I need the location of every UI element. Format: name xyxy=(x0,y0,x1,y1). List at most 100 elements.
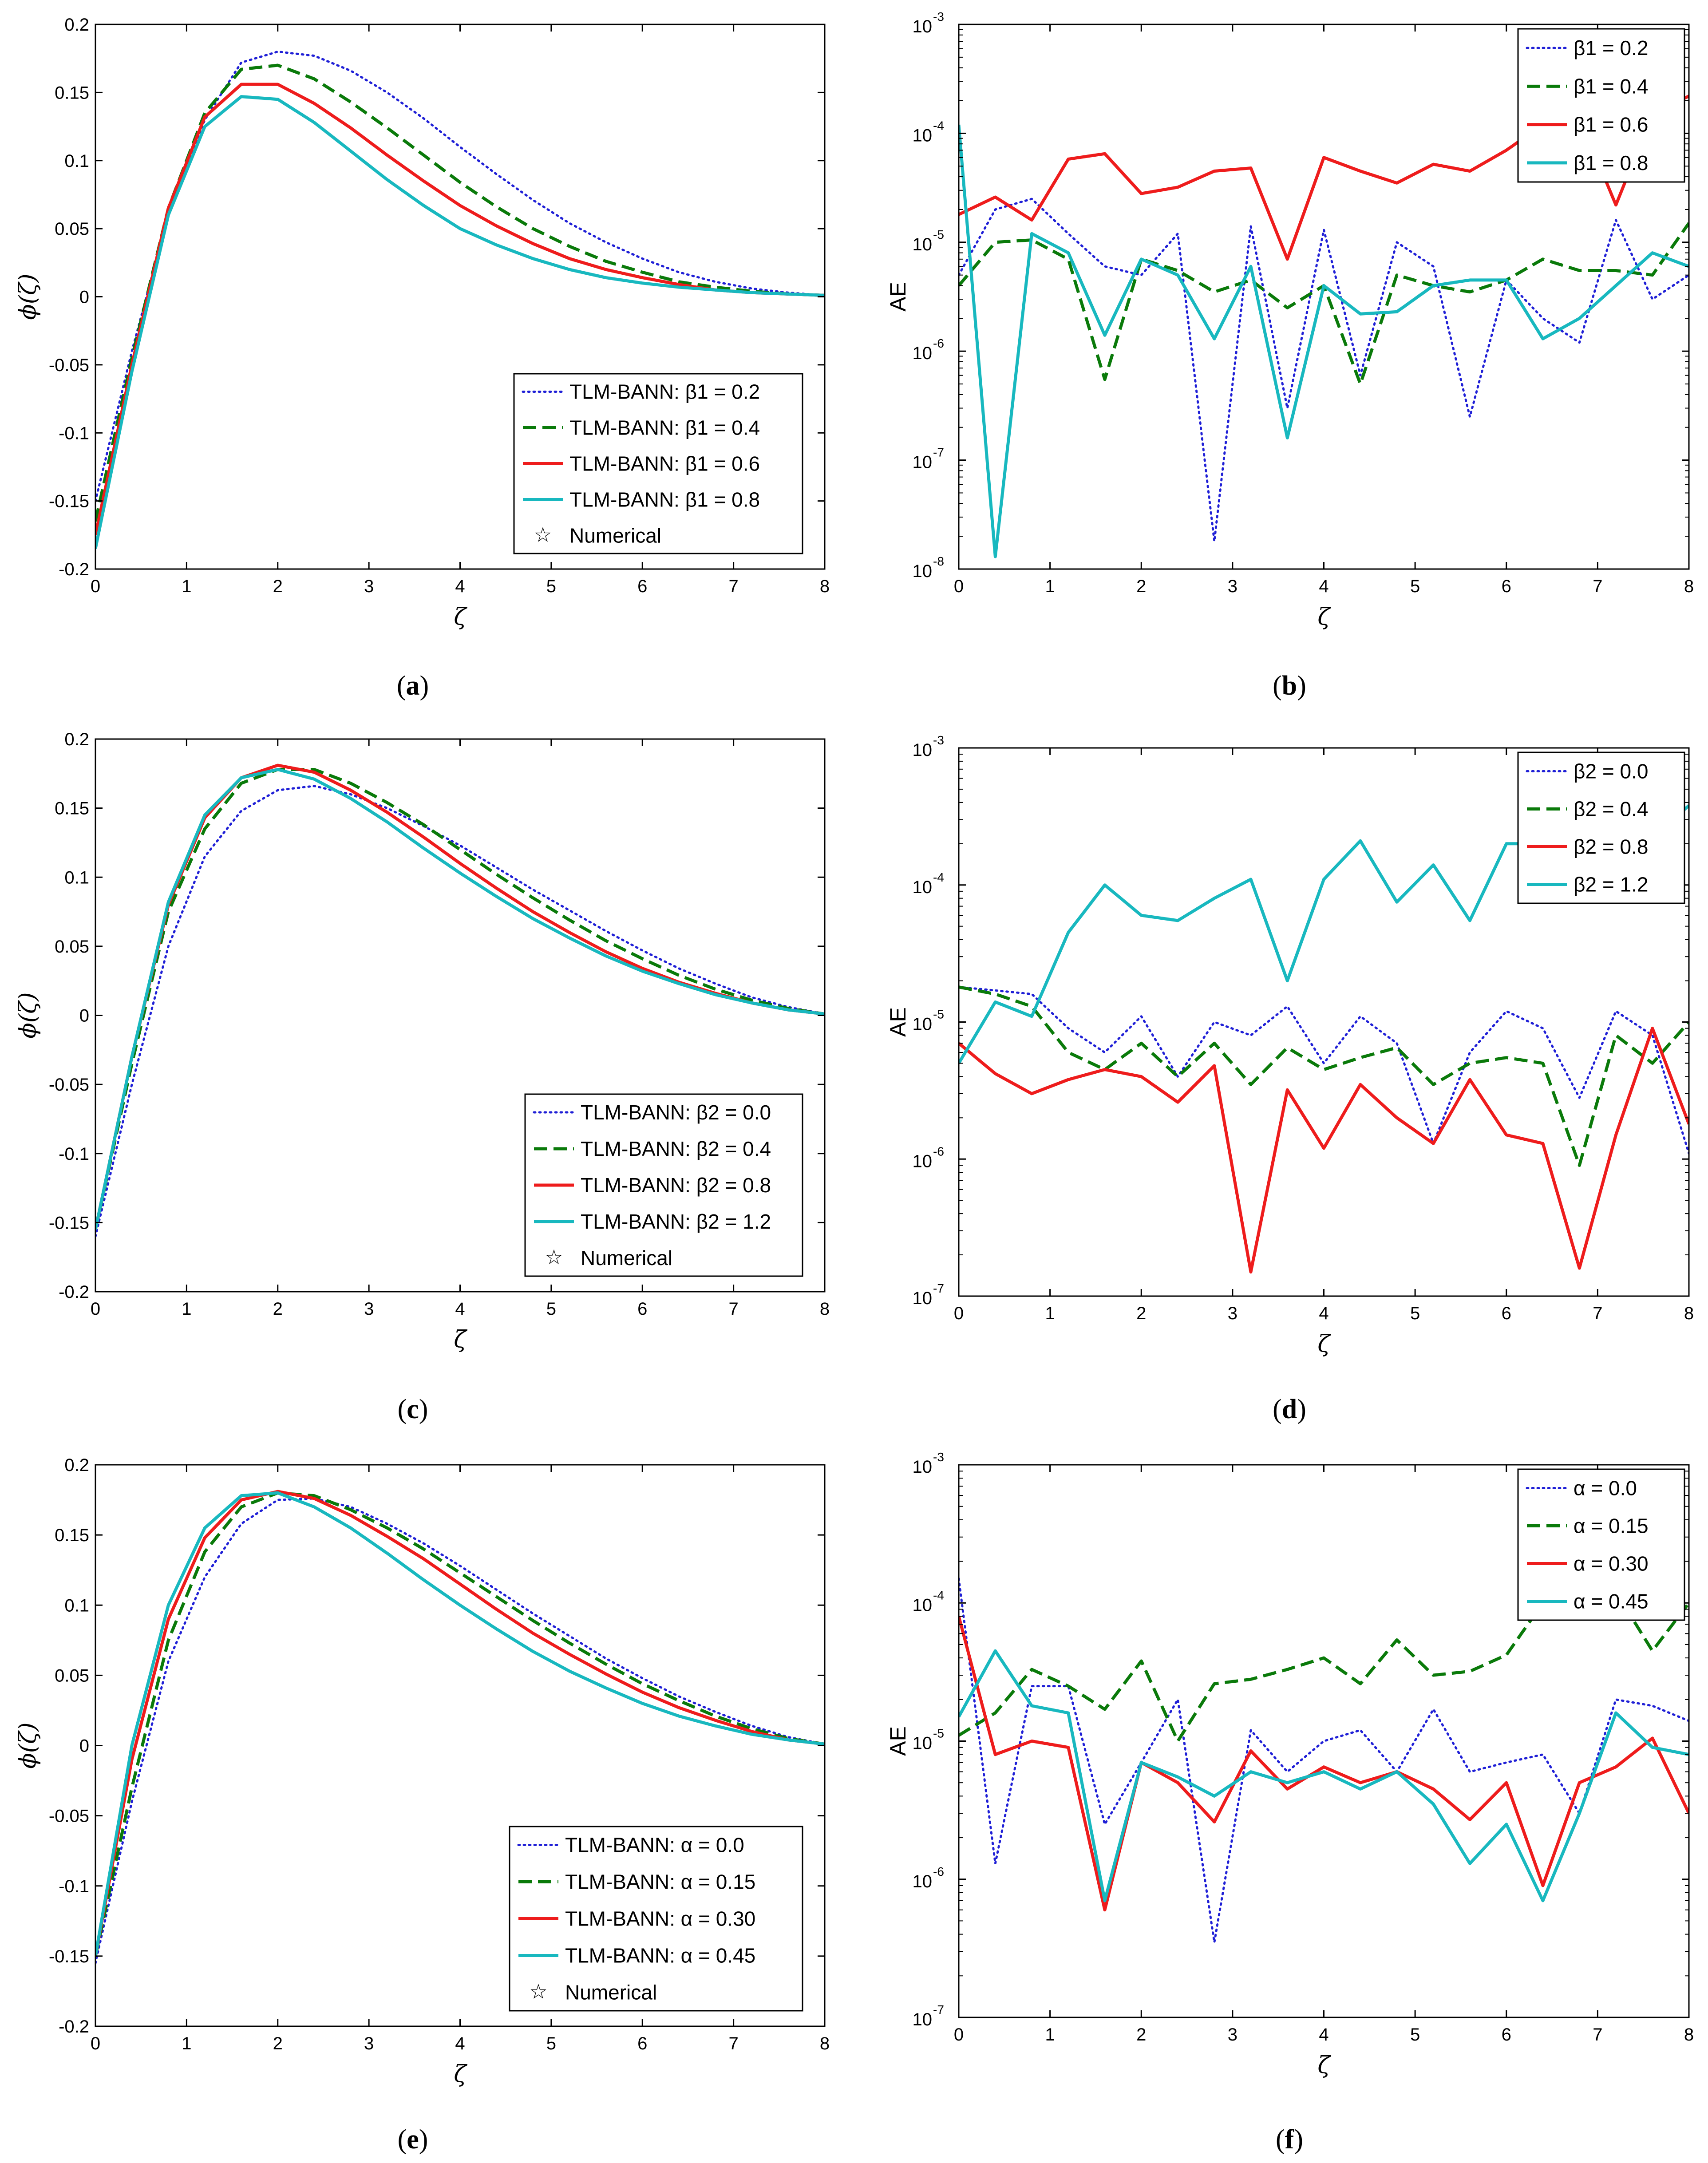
caption-close-paren: ) xyxy=(419,1394,428,1424)
y-tick-label: -0.15 xyxy=(49,1213,89,1233)
y-tick-label: 10 xyxy=(913,1872,933,1891)
x-axis-label: ζ xyxy=(454,2061,467,2088)
caption-letter: c xyxy=(407,1394,419,1424)
x-tick-label: 2 xyxy=(1136,2025,1146,2044)
legend-label: β1 = 0.6 xyxy=(1574,113,1648,136)
legend: α = 0.0 α = 0.15 α = 0.30 α = 0.45 xyxy=(1517,1468,1685,1621)
x-tick-label: 4 xyxy=(1319,577,1328,596)
y-axis-label: AE xyxy=(886,282,910,312)
x-tick-label: 0 xyxy=(91,1299,100,1319)
y-tick-label: -0.2 xyxy=(59,2017,89,2036)
x-tick-label: 7 xyxy=(1593,577,1602,596)
legend-box xyxy=(1517,1468,1685,1621)
series-line-1 xyxy=(95,1497,825,1965)
y-axis-label: ϕ(ζ) xyxy=(15,992,41,1038)
x-tick-label: 4 xyxy=(455,577,465,596)
legend-label: TLM-BANN: β1 = 0.6 xyxy=(569,452,760,475)
legend: TLM-BANN: α = 0.0 TLM-BANN: α = 0.15 TLM-B… xyxy=(509,1826,803,2012)
legend-label: TLM-BANN: α = 0.30 xyxy=(565,1907,755,1930)
y-tick-exponent: -5 xyxy=(933,1008,944,1021)
series-line-1 xyxy=(959,986,1689,1155)
legend-label: TLM-BANN: α = 0.15 xyxy=(565,1870,755,1894)
y-tick-label: 10 xyxy=(913,1289,933,1308)
legend-label: β1 = 0.8 xyxy=(1574,151,1648,174)
x-tick-label: 6 xyxy=(1502,577,1511,596)
y-tick-label: 10 xyxy=(913,1734,933,1753)
x-tick-label: 8 xyxy=(820,1299,830,1319)
panel-b: 0 1 2 3 4 5 6 7 810-810-710-610-510-410-3 ζ AE β… xyxy=(886,10,1694,701)
x-tick-label: 1 xyxy=(1045,2025,1055,2044)
x-axis-label: ζ xyxy=(1317,1331,1331,1357)
x-tick-label: 1 xyxy=(182,577,191,596)
y-tick-label: 0.2 xyxy=(64,730,89,749)
panel-e: 0 1 2 3 4 5 6 7 8 -0.2 -0.15 -0.1 -0.05 0 0.05 0.1 0.15 0… xyxy=(15,1455,830,2155)
legend-label: TLM-BANN: β2 = 0.0 xyxy=(581,1101,771,1124)
x-tick-label: 0 xyxy=(91,577,100,596)
y-tick-label: 0.1 xyxy=(64,1596,89,1615)
caption-close-paren: ) xyxy=(420,671,429,701)
x-tick-label: 3 xyxy=(364,2034,374,2053)
x-tick-label: 5 xyxy=(1410,2025,1420,2044)
y-tick-label: 10 xyxy=(913,2010,933,2029)
y-tick-exponent: -4 xyxy=(933,119,944,132)
legend-label-numerical: Numerical xyxy=(565,1981,657,2004)
legend: β1 = 0.2 β1 = 0.4 β1 = 0.6 β1 = 0.8 xyxy=(1517,28,1685,183)
x-tick-label: 1 xyxy=(1045,577,1055,596)
legend-label: TLM-BANN: β1 = 0.8 xyxy=(569,488,760,511)
y-tick-label: 10 xyxy=(913,453,933,472)
x-tick-label: 8 xyxy=(1684,577,1694,596)
x-tick-label: 3 xyxy=(364,577,374,596)
panel-c: 0 1 2 3 4 5 6 7 8 -0.2 -0.15 -0.1 -0.05 0 0.05 0.1 0.15 0… xyxy=(15,730,830,1424)
x-tick-label: 5 xyxy=(1410,577,1420,596)
caption-letter: b xyxy=(1282,671,1297,701)
y-tick-label: 10 xyxy=(913,1595,933,1615)
y-tick-label: 10 xyxy=(913,878,933,897)
x-axis-label: ζ xyxy=(454,604,467,630)
y-tick-label: 10 xyxy=(913,126,933,145)
y-tick-label: -0.05 xyxy=(49,1075,89,1095)
legend-label: α = 0.15 xyxy=(1574,1514,1649,1538)
caption-close-paren: ) xyxy=(1294,2124,1303,2155)
x-tick-label: 7 xyxy=(729,1299,739,1319)
x-tick-label: 1 xyxy=(182,1299,191,1319)
y-axis-label: AE xyxy=(886,1726,910,1756)
x-tick-label: 6 xyxy=(637,577,647,596)
caption-open-paren: ( xyxy=(398,1394,407,1424)
panel-d: 0 1 2 3 4 5 6 7 810-710-610-510-410-3 ζ AE β2 = … xyxy=(886,733,1694,1424)
panel-caption: (e) xyxy=(398,2124,428,2155)
x-tick-label: 1 xyxy=(182,2034,191,2053)
y-tick-exponent: -8 xyxy=(933,554,944,568)
x-tick-label: 6 xyxy=(637,2034,647,2053)
caption-open-paren: ( xyxy=(1273,1394,1282,1424)
x-tick-label: 8 xyxy=(1684,1304,1694,1323)
x-tick-label: 2 xyxy=(1136,1304,1146,1323)
series-line-3 xyxy=(95,1490,825,1957)
series-line-3 xyxy=(959,1027,1689,1274)
x-tick-label: 5 xyxy=(546,2034,556,2053)
x-tick-label: 5 xyxy=(546,1299,556,1319)
x-tick-label: 7 xyxy=(729,2034,739,2053)
y-tick-label: 0.1 xyxy=(64,151,89,171)
panel-caption: (c) xyxy=(398,1394,428,1424)
y-tick-label: 10 xyxy=(913,344,933,363)
series-line-4 xyxy=(95,768,825,1230)
x-tick-label: 0 xyxy=(954,2025,964,2044)
series-line-2 xyxy=(95,1491,825,1957)
y-tick-label: 0.15 xyxy=(55,799,89,819)
y-axis-label: AE xyxy=(886,1007,910,1037)
caption-close-paren: ) xyxy=(1297,671,1306,701)
x-tick-label: 7 xyxy=(1593,1304,1602,1323)
y-tick-label: 0.05 xyxy=(55,1666,89,1685)
legend-label-numerical: Numerical xyxy=(569,524,661,547)
x-tick-label: 1 xyxy=(1045,1304,1055,1323)
panel-caption: (a) xyxy=(397,671,429,701)
x-axis-label: ζ xyxy=(1317,604,1331,630)
y-tick-label: 0.15 xyxy=(55,1526,89,1545)
series-line-1 xyxy=(959,1577,1689,1944)
y-tick-label: -0.2 xyxy=(59,560,89,579)
legend-label: β2 = 0.8 xyxy=(1574,835,1648,858)
caption-close-paren: ) xyxy=(1297,1394,1306,1424)
legend-label: TLM-BANN: α = 0.45 xyxy=(565,1944,755,1967)
y-tick-label: 0.1 xyxy=(64,868,89,887)
